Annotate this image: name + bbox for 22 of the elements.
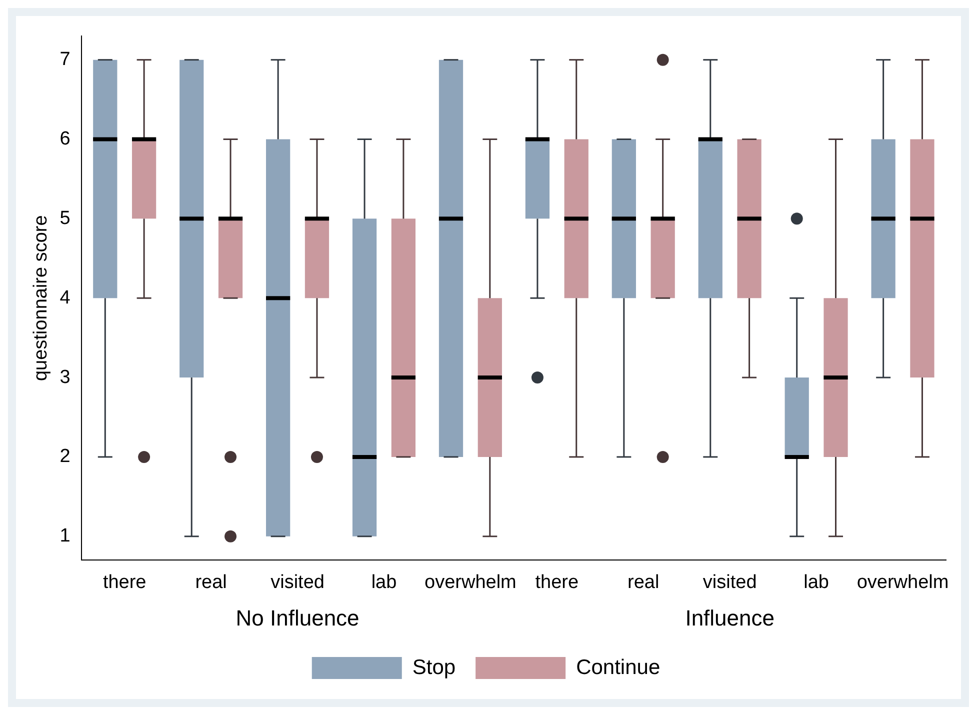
legend-label: Stop [412, 656, 456, 679]
x-tick-label: visited [270, 572, 324, 593]
x-tick-label: there [535, 572, 579, 593]
x-tick-label: lab [804, 572, 829, 593]
y-tick-label: 2 [60, 446, 70, 468]
x-tick-label: real [195, 572, 227, 593]
legend-label: Continue [576, 656, 660, 679]
y-tick-label: 4 [60, 287, 71, 308]
y-axis-title: questionnaire score [30, 215, 52, 382]
y-tick-label: 6 [60, 128, 70, 150]
x-tick-label: real [628, 572, 660, 593]
x-tick-label: lab [371, 572, 397, 593]
y-tick-label: 5 [60, 208, 70, 229]
x-tick-label: there [102, 572, 146, 593]
y-tick-label: 3 [60, 366, 70, 388]
x-tick-label: visited [702, 572, 757, 593]
text: No Influence [236, 605, 360, 630]
y-tick-label: 1 [60, 526, 70, 547]
x-tick-label: overwhelm [424, 572, 516, 593]
text: Influence [685, 605, 774, 630]
x-tick-label: overwhelm [856, 572, 949, 593]
y-tick-label: 7 [60, 49, 70, 70]
